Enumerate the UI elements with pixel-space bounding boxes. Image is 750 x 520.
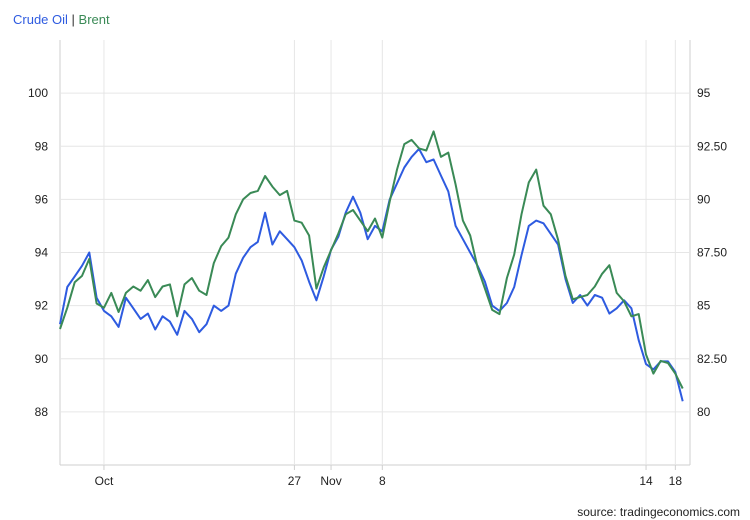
x-tick-label: 27 xyxy=(288,474,302,488)
y-right-tick-label: 80 xyxy=(697,405,711,419)
y-right-tick-label: 82.50 xyxy=(697,352,727,366)
y-right-tick-label: 95 xyxy=(697,86,711,100)
y-left-tick-label: 100 xyxy=(28,86,48,100)
legend-brent[interactable]: Brent xyxy=(78,12,110,27)
y-axis-left: 88 90 92 94 96 98 100 xyxy=(28,86,48,419)
y-left-tick-label: 88 xyxy=(35,405,49,419)
grid-lines xyxy=(59,40,691,466)
x-tick-label: Oct xyxy=(95,474,114,488)
series-line-crude-oil[interactable] xyxy=(59,147,684,402)
series-line-brent[interactable] xyxy=(59,130,684,389)
y-left-tick-label: 90 xyxy=(35,352,49,366)
x-tick-label: Nov xyxy=(320,474,341,488)
y-axis-right: 80 82.50 85 87.50 90 92.50 95 xyxy=(697,86,727,419)
x-tick-label: 14 xyxy=(639,474,653,488)
y-right-tick-label: 87.50 xyxy=(697,246,727,260)
chart-legend: Crude Oil | Brent xyxy=(13,12,110,27)
y-left-tick-label: 98 xyxy=(35,139,49,153)
y-left-tick-label: 92 xyxy=(35,299,49,313)
source-credit: source: tradingeconomics.com xyxy=(577,505,740,519)
y-left-tick-label: 94 xyxy=(35,246,49,260)
x-tick-label: 8 xyxy=(379,474,386,488)
x-axis: Oct 27 Nov 8 14 18 xyxy=(95,465,683,488)
y-left-tick-label: 96 xyxy=(35,192,49,206)
y-right-tick-label: 85 xyxy=(697,299,711,313)
series-lines xyxy=(59,130,684,402)
x-tick-label: 18 xyxy=(669,474,683,488)
y-right-tick-label: 92.50 xyxy=(697,139,727,153)
y-right-tick-label: 90 xyxy=(697,192,711,206)
legend-crude-oil[interactable]: Crude Oil xyxy=(13,12,68,27)
legend-separator: | xyxy=(67,12,79,27)
